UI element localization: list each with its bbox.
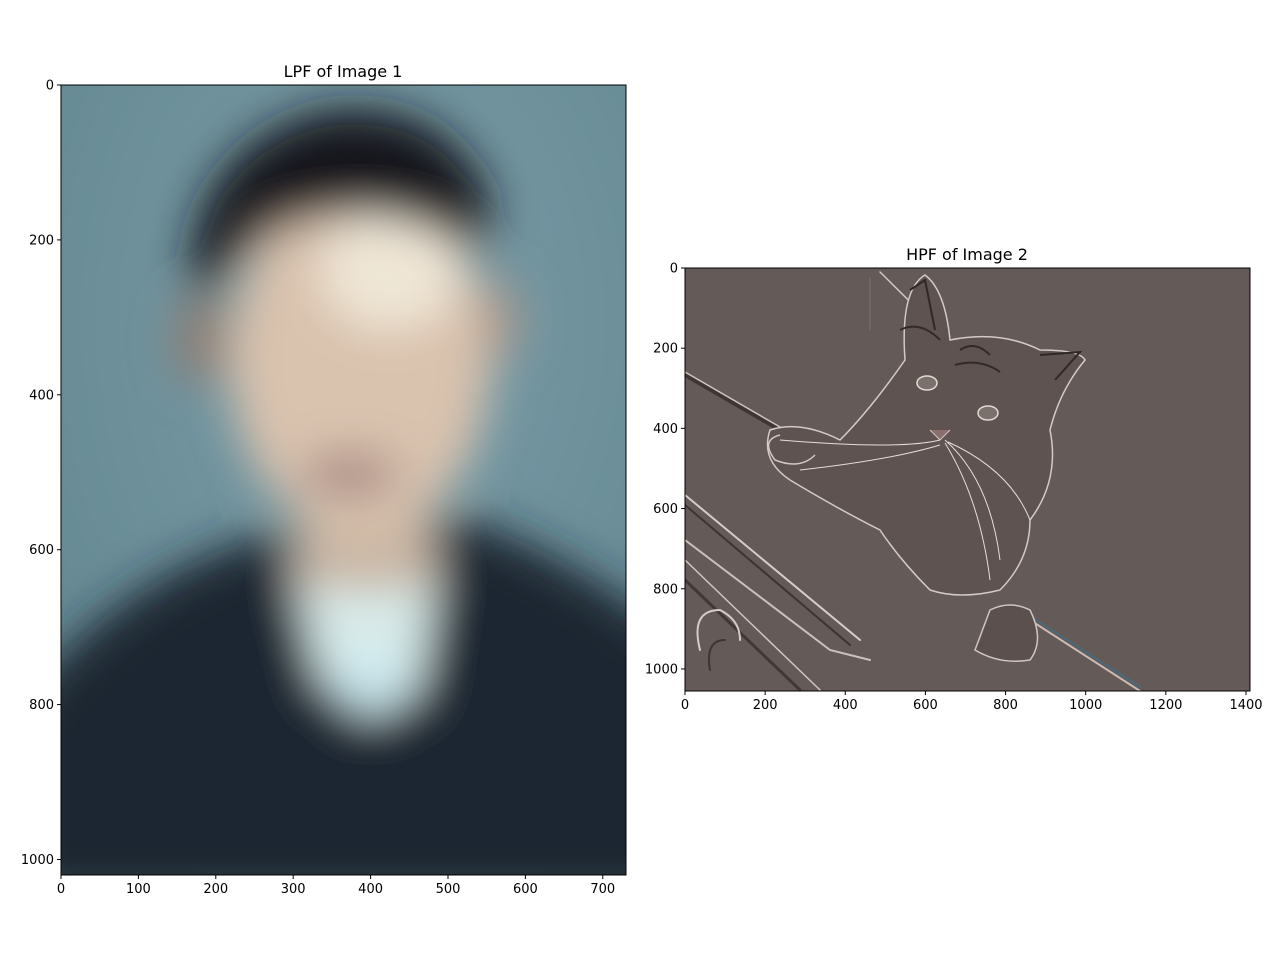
image-lpf-hair: [190, 109, 490, 300]
y-tick-label: 200: [653, 342, 678, 357]
x-tick-label: 100: [126, 882, 151, 897]
axes-frame-hpf: [684, 267, 1251, 692]
image-hpf-ledge-lines: [685, 271, 1141, 691]
y-tick-label: 0: [670, 262, 678, 277]
image-lpf-face-highlight: [320, 210, 460, 330]
y-tick-label: 400: [653, 422, 678, 437]
x-axis-lpf: 0 100 200 300 400 500 600 700: [57, 875, 615, 897]
y-tick-label: 0: [46, 79, 54, 94]
x-tick-label: 300: [281, 882, 306, 897]
y-tick-label: 1000: [21, 853, 54, 868]
x-tick-label: 200: [203, 882, 228, 897]
x-tick-label: 0: [57, 882, 65, 897]
y-tick-label: 200: [29, 233, 54, 248]
x-tick-label: 400: [358, 882, 383, 897]
y-axis-hpf: 0 200 400 600 800 1000: [645, 262, 685, 677]
x-tick-label: 500: [436, 882, 461, 897]
y-tick-label: 1000: [645, 662, 678, 677]
x-tick-label: 800: [993, 698, 1018, 713]
y-tick-label: 600: [29, 543, 54, 558]
axes-hpf: HPF of Image 2: [645, 245, 1263, 713]
x-axis-hpf: 0 200 400 600 800 1000 1200 1400: [681, 691, 1263, 713]
y-axis-lpf: 0 200 400 600 800 1000: [21, 79, 61, 868]
x-tick-label: 1200: [1149, 698, 1182, 713]
x-tick-label: 400: [833, 698, 858, 713]
axes-frame-lpf: [60, 84, 627, 876]
y-tick-label: 800: [29, 698, 54, 713]
axes-lpf: LPF of Image 1 0 100 200 3: [21, 62, 627, 897]
image-lpf-ear-left: [175, 295, 225, 385]
image-lpf-collar-highlight: [342, 658, 398, 702]
chart-title-lpf: LPF of Image 1: [284, 62, 403, 81]
y-tick-label: 400: [29, 388, 54, 403]
image-lpf: [61, 85, 626, 875]
image-hpf: [685, 268, 1250, 691]
image-lpf-ear-right: [480, 280, 520, 360]
x-tick-label: 1400: [1229, 698, 1262, 713]
y-tick-label: 800: [653, 582, 678, 597]
y-tick-label: 600: [653, 502, 678, 517]
x-tick-label: 600: [913, 698, 938, 713]
x-tick-label: 700: [590, 882, 615, 897]
image-hpf-cat: [766, 274, 1086, 662]
x-tick-label: 1000: [1069, 698, 1102, 713]
x-tick-label: 600: [513, 882, 538, 897]
x-tick-label: 0: [681, 698, 689, 713]
image-lpf-mouth-shadow: [300, 453, 400, 497]
image-lpf-collar: [290, 560, 440, 720]
chart-title-hpf: HPF of Image 2: [906, 245, 1028, 264]
x-tick-label: 200: [753, 698, 778, 713]
